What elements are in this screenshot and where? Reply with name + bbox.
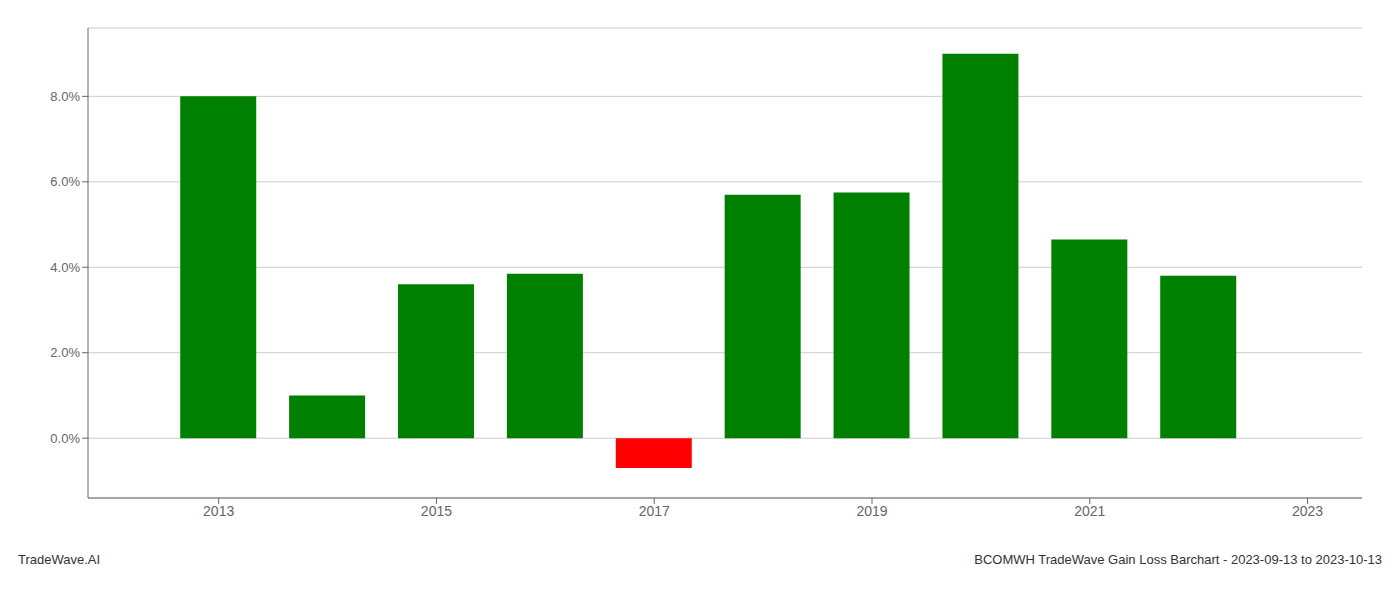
svg-text:8.0%: 8.0%: [50, 89, 80, 104]
svg-text:2017: 2017: [639, 503, 670, 519]
svg-text:2023: 2023: [1292, 503, 1323, 519]
svg-text:2013: 2013: [203, 503, 234, 519]
html-text:BCOMWH TradeWave Gain Loss Bar: BCOMWH TradeWave Gain Loss Barchart - 20…: [974, 552, 1382, 567]
svg-text:6.0%: 6.0%: [50, 174, 80, 189]
svg-text:2021: 2021: [1074, 503, 1105, 519]
svg-text:2.0%: 2.0%: [50, 345, 80, 360]
svg-text:4.0%: 4.0%: [50, 260, 80, 275]
html-text:TradeWave.AI: TradeWave.AI: [18, 552, 101, 567]
svg-text:2019: 2019: [856, 503, 887, 519]
svg-text:2015: 2015: [421, 503, 452, 519]
svg-text:0.0%: 0.0%: [50, 431, 80, 446]
